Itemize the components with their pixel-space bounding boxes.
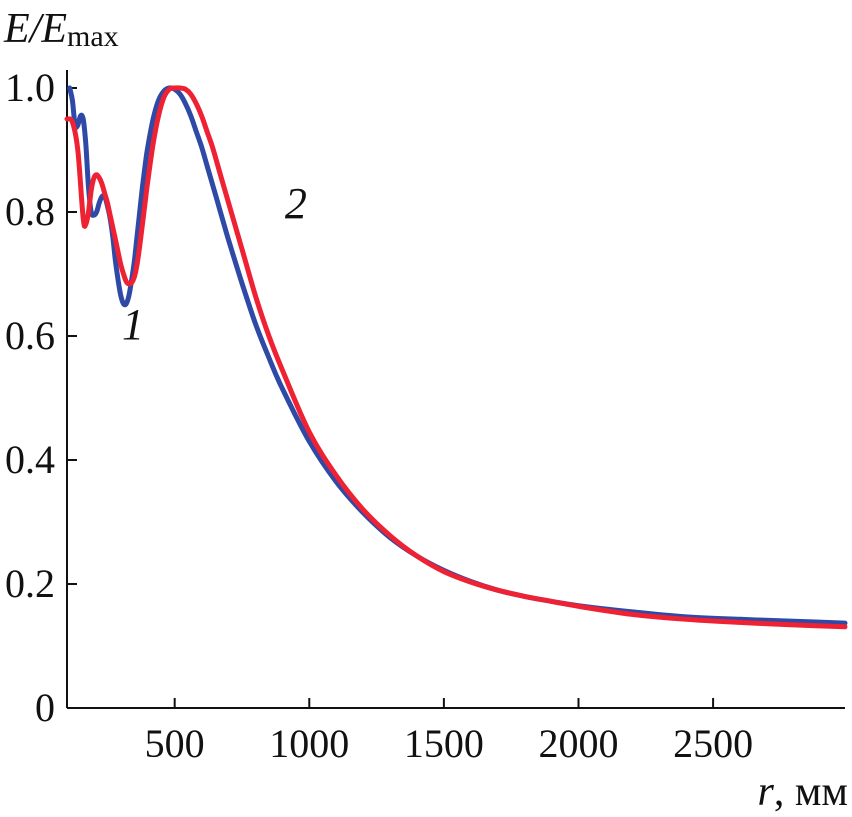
x-axis-title-unit: , мм	[774, 769, 848, 815]
series-line-1	[67, 85, 848, 626]
series-layer	[64, 85, 848, 630]
axis-ticks: 0 0.2 0.4 0.6 0.8 1.0 500 1000 1500 2000 2500	[5, 65, 753, 766]
y-tick-label: 0	[35, 685, 55, 730]
x-axis-title-variable: r	[757, 769, 774, 815]
svg-text:r, мм: r, мм	[757, 769, 848, 815]
x-tick-label: 2500	[673, 721, 753, 766]
y-tick-label: 0.4	[5, 437, 55, 482]
x-tick-label: 1000	[269, 721, 349, 766]
svg-text:E/Emax: E/Emax	[3, 6, 119, 53]
annotation-layer: 12	[122, 179, 307, 349]
y-tick-label: 1.0	[5, 65, 55, 110]
series-line-2	[64, 85, 848, 630]
y-axis-title: E/Emax	[3, 6, 119, 53]
x-tick-label: 500	[145, 721, 205, 766]
curve-label-1: 1	[122, 300, 144, 349]
y-axis-title-main: E/E	[3, 6, 67, 52]
curve-label-2: 2	[285, 179, 307, 228]
x-axis-title: r, мм	[757, 769, 848, 815]
y-tick-label: 0.6	[5, 313, 55, 358]
y-tick-label: 0.2	[5, 561, 55, 606]
x-tick-label: 2000	[538, 721, 618, 766]
y-axis-title-subscript: max	[67, 20, 119, 53]
y-tick-label: 0.8	[5, 189, 55, 234]
x-tick-label: 1500	[404, 721, 484, 766]
